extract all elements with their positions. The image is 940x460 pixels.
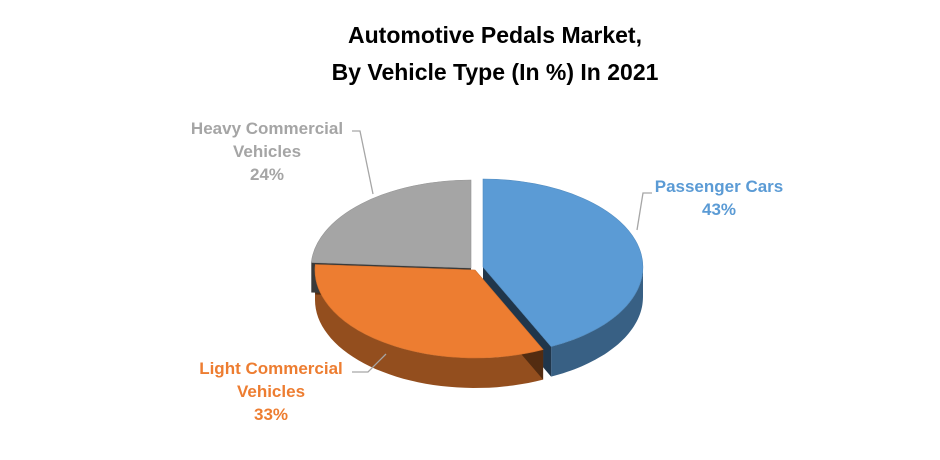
data-labels: Passenger Cars 43% Light Commercial Vehicle… (191, 119, 783, 424)
leader-line-1 (636, 192, 652, 231)
pie-slices (310, 178, 644, 388)
data-label-3-line-3: 24% (250, 165, 284, 184)
data-label-2-line-2: Vehicles (237, 382, 305, 401)
data-label-3-line-1: Heavy Commercial (191, 119, 343, 138)
chart-title-line-1: Automotive Pedals Market, (348, 22, 642, 48)
leader-line-2 (352, 353, 387, 373)
data-label-1-line-1: Passenger Cars (655, 177, 784, 196)
data-label-2-line-1: Light Commercial (199, 359, 343, 378)
data-label-2: Light Commercial Vehicles 33% (199, 353, 387, 424)
data-label-1: Passenger Cars 43% (636, 177, 784, 231)
pie-slice-3 (310, 179, 472, 269)
pie-slice-2 (314, 264, 544, 359)
chart-title: Automotive Pedals Market, By Vehicle Type… (332, 22, 659, 85)
data-label-3: Heavy Commercial Vehicles 24% (191, 119, 374, 195)
data-label-3-line-2: Vehicles (233, 142, 301, 161)
pie-slice-1 (482, 178, 644, 347)
data-label-1-line-2: 43% (702, 200, 736, 219)
chart-title-line-2: By Vehicle Type (In %) In 2021 (332, 59, 659, 85)
data-label-2-line-3: 33% (254, 405, 288, 424)
leader-line-3 (352, 130, 374, 195)
